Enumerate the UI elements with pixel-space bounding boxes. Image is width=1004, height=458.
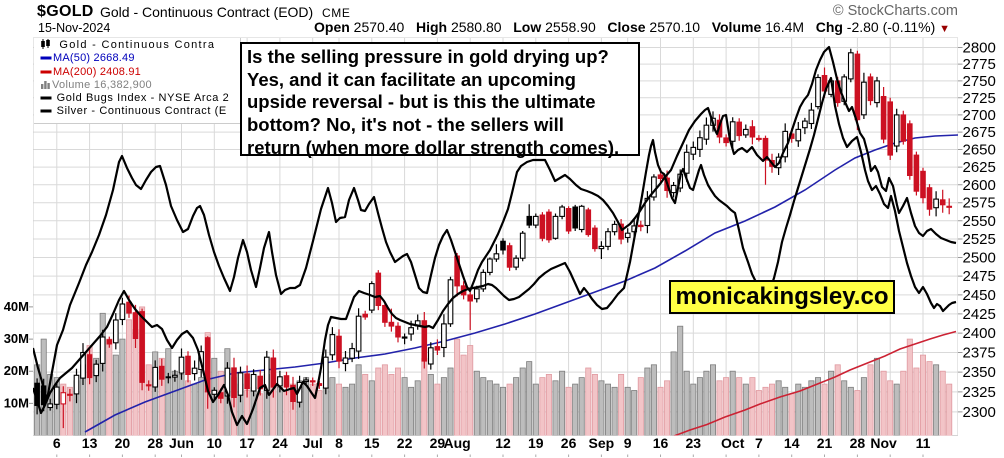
svg-text:13: 13 (82, 435, 98, 451)
svg-text:28: 28 (147, 435, 163, 451)
svg-text:2550: 2550 (963, 213, 996, 230)
svg-text:14: 14 (784, 435, 800, 451)
svg-text:20: 20 (115, 435, 131, 451)
svg-text:2525: 2525 (963, 231, 996, 248)
svg-text:8: 8 (335, 435, 343, 451)
svg-text:2725: 2725 (963, 90, 996, 107)
svg-text:19: 19 (528, 435, 544, 451)
svg-text:30M: 30M (4, 331, 29, 346)
svg-text:2750: 2750 (963, 73, 996, 90)
svg-text:2775: 2775 (963, 56, 996, 73)
svg-text:2700: 2700 (963, 107, 996, 124)
svg-text:2375: 2375 (963, 345, 996, 362)
svg-text:Jun: Jun (169, 435, 194, 451)
svg-text:2400: 2400 (963, 325, 996, 342)
svg-text:2650: 2650 (963, 142, 996, 159)
svg-text:2675: 2675 (963, 124, 996, 141)
svg-text:2625: 2625 (963, 159, 996, 176)
svg-text:Nov: Nov (870, 435, 897, 451)
svg-text:Sep: Sep (589, 435, 615, 451)
svg-text:Oct: Oct (721, 435, 745, 451)
svg-text:Jul: Jul (303, 435, 323, 451)
svg-text:2350: 2350 (963, 364, 996, 381)
svg-text:Aug: Aug (443, 435, 470, 451)
svg-text:2300: 2300 (963, 404, 996, 421)
svg-text:28: 28 (850, 435, 866, 451)
svg-text:2325: 2325 (963, 384, 996, 401)
svg-text:20M: 20M (4, 363, 29, 378)
svg-text:10M: 10M (4, 395, 29, 410)
svg-text:2575: 2575 (963, 195, 996, 212)
svg-text:6: 6 (53, 435, 61, 451)
svg-text:2500: 2500 (963, 250, 996, 267)
svg-text:15: 15 (364, 435, 380, 451)
svg-text:9: 9 (624, 435, 632, 451)
svg-text:17: 17 (239, 435, 255, 451)
svg-text:2600: 2600 (963, 177, 996, 194)
svg-text:2450: 2450 (963, 287, 996, 304)
svg-text:10: 10 (207, 435, 223, 451)
svg-text:2800: 2800 (963, 40, 996, 57)
svg-text:2475: 2475 (963, 268, 996, 285)
svg-text:16: 16 (653, 435, 669, 451)
svg-text:26: 26 (561, 435, 577, 451)
svg-text:11: 11 (916, 435, 931, 451)
svg-text:22: 22 (397, 435, 413, 451)
svg-text:21: 21 (817, 435, 833, 451)
svg-text:24: 24 (272, 435, 288, 451)
svg-text:40M: 40M (4, 299, 29, 314)
svg-text:12: 12 (495, 435, 511, 451)
svg-text:2425: 2425 (963, 306, 996, 323)
svg-text:7: 7 (755, 435, 763, 451)
svg-text:23: 23 (686, 435, 702, 451)
svg-text:29: 29 (430, 435, 446, 451)
